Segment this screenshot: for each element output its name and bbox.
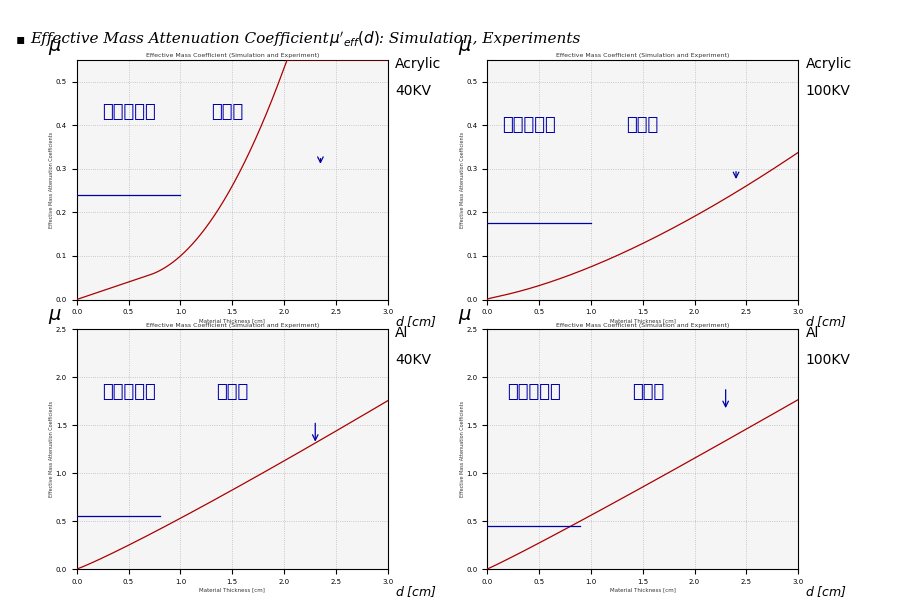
Text: : Simulation, Experiments: : Simulation, Experiments (374, 32, 581, 46)
Text: $\mu$: $\mu$ (458, 38, 472, 57)
X-axis label: Material Thickness [cm]: Material Thickness [cm] (199, 318, 265, 323)
Text: Al: Al (395, 326, 409, 340)
Text: 시밀레이션: 시밀레이션 (102, 383, 155, 401)
Text: $\mu$: $\mu$ (458, 307, 472, 326)
Text: 시밀레이션: 시밀레이션 (507, 383, 561, 401)
Text: 시밀레이션: 시밀레이션 (102, 103, 155, 121)
Text: $d$ [cm]: $d$ [cm] (805, 314, 848, 329)
Text: $\mu$: $\mu$ (48, 38, 61, 57)
Text: 40KV: 40KV (395, 84, 431, 98)
Title: Effective Mass Coefficient (Simulation and Experiment): Effective Mass Coefficient (Simulation a… (556, 323, 730, 328)
Text: 40KV: 40KV (395, 353, 431, 367)
Text: $d$ [cm]: $d$ [cm] (805, 584, 848, 599)
Y-axis label: Effective Mass Attenuation Coefficients: Effective Mass Attenuation Coefficients (50, 132, 54, 228)
Text: 실험식: 실험식 (216, 383, 248, 401)
Text: Al: Al (805, 326, 819, 340)
Y-axis label: Effective Mass Attenuation Coefficients: Effective Mass Attenuation Coefficients (460, 132, 465, 228)
Text: 시밀레이션: 시밀레이션 (502, 116, 556, 134)
Text: Acrylic: Acrylic (395, 57, 441, 71)
Title: Effective Mass Coefficient (Simulation and Experiment): Effective Mass Coefficient (Simulation a… (145, 323, 319, 328)
Text: 실험식: 실험식 (631, 383, 664, 401)
Text: 실험식: 실험식 (627, 116, 658, 134)
X-axis label: Material Thickness [cm]: Material Thickness [cm] (610, 588, 676, 592)
X-axis label: Material Thickness [cm]: Material Thickness [cm] (610, 318, 676, 323)
Text: $\mu'_{eff}(d)$: $\mu'_{eff}(d)$ (329, 29, 380, 49)
Text: ▪: ▪ (16, 32, 25, 46)
Text: Effective Mass Attenuation Coefficient: Effective Mass Attenuation Coefficient (30, 32, 334, 46)
Title: Effective Mass Coefficient (Simulation and Experiment): Effective Mass Coefficient (Simulation a… (145, 53, 319, 58)
Text: $d$ [cm]: $d$ [cm] (395, 584, 437, 599)
Text: 100KV: 100KV (805, 84, 851, 98)
Title: Effective Mass Coefficient (Simulation and Experiment): Effective Mass Coefficient (Simulation a… (556, 53, 730, 58)
Y-axis label: Effective Mass Attenuation Coefficients: Effective Mass Attenuation Coefficients (460, 401, 465, 497)
Text: Acrylic: Acrylic (805, 57, 851, 71)
X-axis label: Material Thickness [cm]: Material Thickness [cm] (199, 588, 265, 592)
Text: $d$ [cm]: $d$ [cm] (395, 314, 437, 329)
Text: 실험식: 실험식 (211, 103, 244, 121)
Text: $\mu$: $\mu$ (48, 307, 61, 326)
Y-axis label: Effective Mass Attenuation Coefficients: Effective Mass Attenuation Coefficients (50, 401, 54, 497)
Text: 100KV: 100KV (805, 353, 851, 367)
